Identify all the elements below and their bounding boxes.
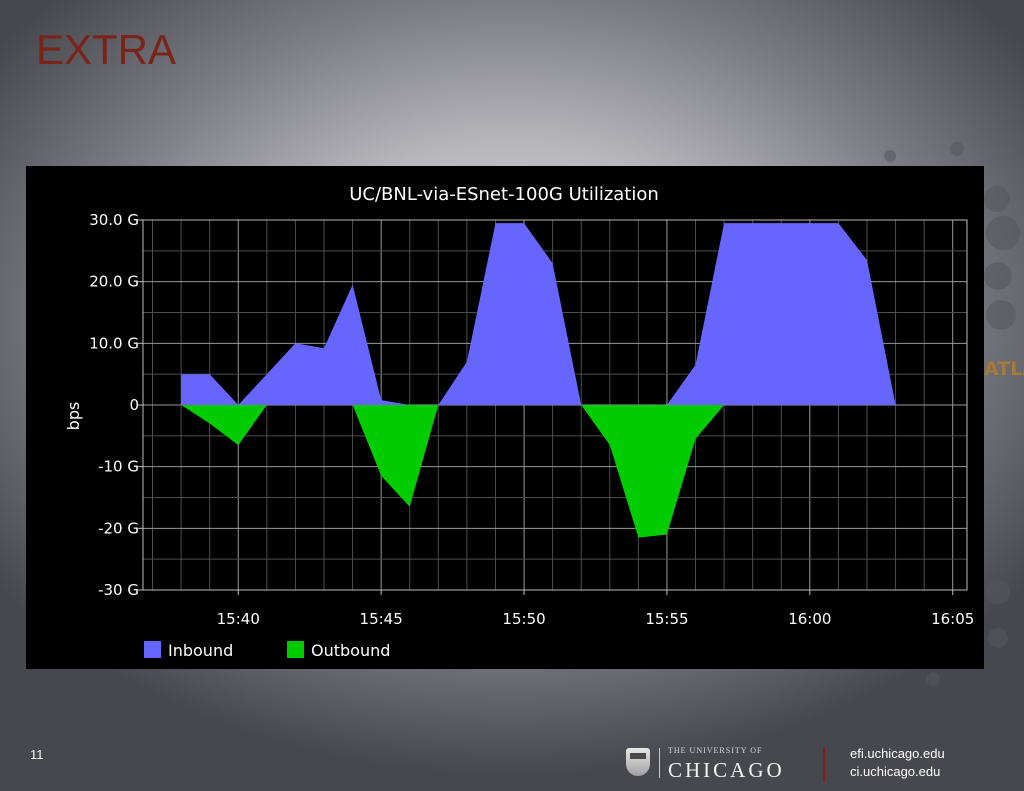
y-tick-label: 20.0 G: [89, 273, 139, 291]
footer-links: efi.uchicago.edu ci.uchicago.edu: [850, 745, 945, 781]
y-tick-label: 0: [129, 396, 139, 414]
legend-label-outbound: Outbound: [311, 641, 390, 660]
logo-divider: [659, 748, 660, 778]
decor-circle: [986, 216, 1020, 250]
chart-panel: 30.0 G 20.0 G 10.0 G 0 -10 G -20 G -30 G 15:40 1…: [26, 166, 984, 669]
decor-circle: [984, 186, 1010, 212]
atlas-logo-text: ATLAS: [984, 358, 1024, 380]
decor-circle: [988, 628, 1008, 648]
x-tick-label: 15:55: [645, 610, 688, 628]
utilization-chart: 30.0 G 20.0 G 10.0 G 0 -10 G -20 G -30 G 15:40 1…: [64, 184, 974, 660]
y-tick-label: 10.0 G: [89, 334, 139, 352]
uchicago-logo: THE UNIVERSITY OF CHICAGO: [626, 744, 801, 784]
legend-swatch-inbound: [144, 641, 161, 658]
x-tick-label: 15:40: [217, 610, 260, 628]
footer-divider: [823, 747, 825, 782]
slide-title: EXTRA: [36, 26, 177, 73]
y-tick-label: -20 G: [98, 519, 139, 537]
decor-circle: [986, 580, 1010, 604]
decor-circle: [984, 262, 1012, 290]
legend-label-inbound: Inbound: [168, 641, 233, 660]
y-tick-label: -10 G: [98, 458, 139, 476]
efi-link[interactable]: efi.uchicago.edu: [850, 746, 945, 761]
chart-title: UC/BNL-via-ESnet-100G Utilization: [349, 184, 659, 205]
x-tick-label: 15:50: [502, 610, 545, 628]
logo-university-text: THE UNIVERSITY OF: [668, 746, 763, 755]
page-number: 11: [30, 747, 44, 762]
x-tick-label: 16:00: [788, 610, 831, 628]
decor-circle: [986, 300, 1016, 330]
shield-icon: [626, 748, 650, 776]
y-axis-label: bps: [64, 402, 83, 431]
decor-circle: [884, 150, 896, 162]
ci-link[interactable]: ci.uchicago.edu: [850, 764, 941, 779]
y-tick-label: 30.0 G: [89, 211, 139, 229]
decor-circle: [950, 142, 964, 156]
decor-circle: [926, 672, 940, 686]
logo-chicago-text: CHICAGO: [668, 758, 785, 782]
x-tick-label: 15:45: [360, 610, 403, 628]
legend-swatch-outbound: [287, 641, 304, 658]
y-tick-label: -30 G: [98, 581, 139, 599]
x-tick-label: 16:05: [931, 610, 974, 628]
series-area-outbound: [181, 405, 725, 538]
series-area-inbound: [181, 223, 896, 405]
